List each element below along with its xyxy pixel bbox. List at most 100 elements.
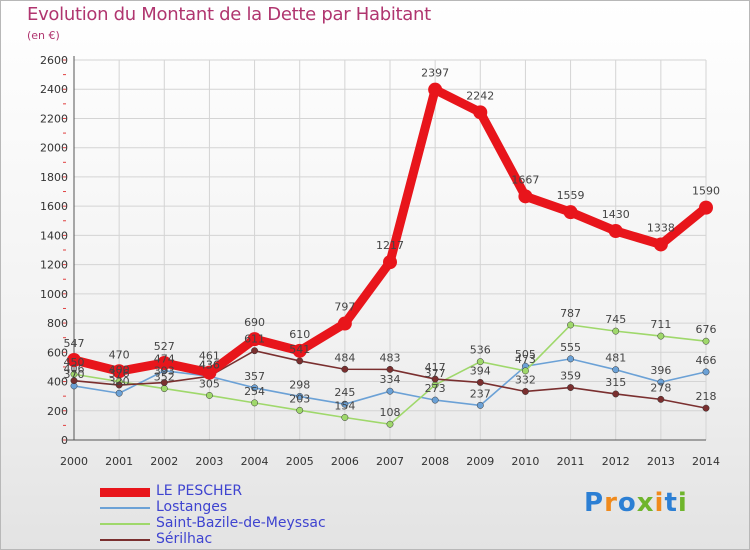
point-lostanges <box>657 378 665 386</box>
x-tick-label: 2003 <box>195 455 223 468</box>
y-tick-label: 1400 <box>40 229 68 242</box>
data-label-saint-bazile-de-meyssac: 154 <box>334 399 355 412</box>
grid <box>73 59 707 441</box>
point-le-pescher <box>112 364 127 379</box>
point-lostanges <box>251 384 259 392</box>
y-tick-label: 2600 <box>40 54 68 67</box>
data-label-serilhac: 417 <box>425 361 446 374</box>
y-tick-label: 1800 <box>40 171 68 184</box>
x-tick-label: 2012 <box>602 455 630 468</box>
legend-swatch-lostanges <box>100 507 150 509</box>
point-serilhac <box>115 381 123 389</box>
data-label-saint-bazile-de-meyssac: 254 <box>244 385 265 398</box>
legend-label-lostanges: Lostanges <box>156 499 228 515</box>
y-tick-label: 1200 <box>40 259 68 272</box>
data-label-le-pescher: 1559 <box>557 189 585 202</box>
point-serilhac <box>341 365 349 373</box>
data-label-serilhac: 483 <box>380 351 401 364</box>
data-label-serilhac: 332 <box>515 373 536 386</box>
point-lostanges <box>702 368 710 376</box>
point-lostanges <box>115 389 123 397</box>
x-tick-label: 2013 <box>647 455 675 468</box>
point-lostanges <box>612 366 620 374</box>
data-label-le-pescher: 1217 <box>376 239 404 252</box>
point-le-pescher <box>518 189 533 204</box>
y-tick-label: 1000 <box>40 288 68 301</box>
point-lostanges <box>296 392 304 400</box>
point-saint-bazile-de-meyssac <box>657 332 665 340</box>
x-tick-label: 2000 <box>60 455 88 468</box>
point-serilhac <box>657 395 665 403</box>
data-label-lostanges: 357 <box>244 370 265 383</box>
x-tick-label: 2011 <box>557 455 585 468</box>
data-label-saint-bazile-de-meyssac: 745 <box>605 313 626 326</box>
data-label-lostanges: 555 <box>560 341 581 354</box>
point-serilhac <box>612 390 620 398</box>
data-label-lostanges: 436 <box>199 358 220 371</box>
data-label-saint-bazile-de-meyssac: 711 <box>650 318 671 331</box>
point-saint-bazile-de-meyssac <box>476 358 484 366</box>
y-tick-label: 1600 <box>40 200 68 213</box>
data-label-lostanges: 505 <box>515 348 536 361</box>
series-lines <box>67 82 713 428</box>
point-saint-bazile-de-meyssac <box>386 420 394 428</box>
x-tick-label: 2007 <box>376 455 404 468</box>
point-serilhac <box>431 375 439 383</box>
axes: 0200400600800100012001400160018002000220… <box>40 54 720 468</box>
data-label-le-pescher: 1430 <box>602 208 630 221</box>
point-serilhac <box>521 388 529 395</box>
data-label-le-pescher: 1338 <box>647 221 675 234</box>
data-label-serilhac: 484 <box>334 351 355 364</box>
data-label-saint-bazile-de-meyssac: 108 <box>380 406 401 419</box>
x-tick-label: 2006 <box>331 455 359 468</box>
x-tick-label: 2002 <box>150 455 178 468</box>
x-tick-label: 2005 <box>286 455 314 468</box>
data-label-serilhac: 393 <box>154 365 175 378</box>
data-label-saint-bazile-de-meyssac: 676 <box>696 323 717 336</box>
point-serilhac <box>296 357 304 365</box>
point-le-pescher <box>699 200 713 215</box>
data-label-lostanges: 298 <box>289 378 310 391</box>
data-label-saint-bazile-de-meyssac: 536 <box>470 344 491 357</box>
data-label-le-pescher: 610 <box>289 328 310 341</box>
data-label-serilhac: 218 <box>696 390 717 403</box>
point-le-pescher <box>157 355 172 370</box>
data-label-saint-bazile-de-meyssac: 352 <box>154 371 175 384</box>
legend-label-serilhac: Sérilhac <box>156 531 213 547</box>
point-le-pescher <box>337 316 352 331</box>
point-saint-bazile-de-meyssac <box>296 406 304 414</box>
data-label-lostanges: 273 <box>425 382 446 395</box>
point-serilhac <box>160 379 168 387</box>
point-le-pescher <box>383 255 397 270</box>
point-saint-bazile-de-meyssac <box>341 414 349 421</box>
point-le-pescher <box>67 353 81 368</box>
point-le-pescher <box>428 82 443 97</box>
point-le-pescher <box>563 205 578 220</box>
data-label-le-pescher: 797 <box>334 301 355 314</box>
data-label-le-pescher: 2242 <box>466 89 494 102</box>
data-label-lostanges: 481 <box>605 352 626 365</box>
data-label-le-pescher: 470 <box>109 348 130 361</box>
data-label-lostanges: 334 <box>380 373 401 386</box>
data-label-lostanges: 320 <box>109 375 130 388</box>
data-label-serilhac: 611 <box>244 333 265 346</box>
point-saint-bazile-de-meyssac <box>612 327 620 335</box>
point-serilhac <box>567 384 575 391</box>
point-serilhac <box>386 365 394 373</box>
point-lostanges <box>431 396 439 404</box>
data-label-serilhac: 436 <box>199 358 220 371</box>
legend-label-le-pescher: LE PESCHER <box>156 483 243 499</box>
data-label-lostanges: 474 <box>154 353 175 366</box>
x-tick-label: 2001 <box>105 455 133 468</box>
x-tick-label: 2004 <box>241 455 269 468</box>
data-label-serilhac: 406 <box>64 363 85 376</box>
legend-label-saint-bazile: Saint-Bazile-de-Meyssac <box>156 515 326 531</box>
x-tick-label: 2014 <box>692 455 720 468</box>
x-tick-label: 2009 <box>466 455 494 468</box>
data-label-saint-bazile-de-meyssac: 473 <box>515 353 536 366</box>
point-lostanges <box>567 355 575 363</box>
data-label-saint-bazile-de-meyssac: 400 <box>109 364 130 377</box>
point-le-pescher <box>653 237 668 252</box>
proxiti-logo: Proxiti <box>584 488 688 518</box>
y-tick-label: 2200 <box>40 112 68 125</box>
